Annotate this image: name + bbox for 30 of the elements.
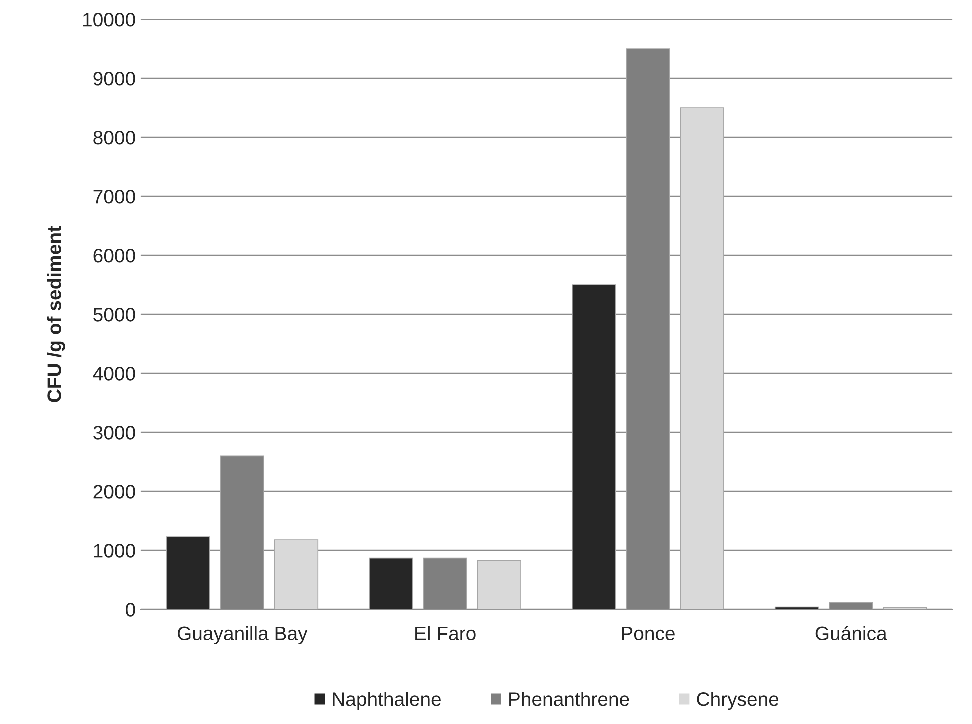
y-tick-label: 3000 [94,426,136,440]
bar [423,558,468,610]
y-axis-title: CFU /g of sediment [47,226,66,402]
bar [829,602,874,610]
x-tick-label: Guánica [816,626,888,641]
x-tick-label: Guayanilla Bay [178,626,308,644]
y-tick-label: 4000 [93,367,136,381]
bar [274,540,319,610]
legend-label: Phenanthrene [510,692,630,706]
bar [626,48,670,610]
x-tick-label: El Faro [416,626,476,641]
y-tick-label: 6000 [94,249,136,263]
y-tick-label: 8000 [94,131,136,145]
bar [572,284,616,610]
legend-label: Chrysene [697,692,779,710]
y-tick-label: 7000 [94,190,136,204]
y-tick-label: 2000 [94,485,136,499]
y-tick-label: 5000 [94,308,136,322]
bar [369,558,414,610]
y-tick-label: 1000 [94,544,136,558]
bar [220,456,264,610]
y-tick-label: 10000 [83,13,136,27]
bar [680,108,724,610]
y-tick-label: 0 [126,603,136,617]
x-tick-label: Ponce [622,626,675,641]
legend-label: Naphthalene [333,692,441,710]
bar [166,536,210,610]
bar [477,560,522,610]
bar [774,606,820,610]
y-tick-label: 9000 [94,72,136,86]
